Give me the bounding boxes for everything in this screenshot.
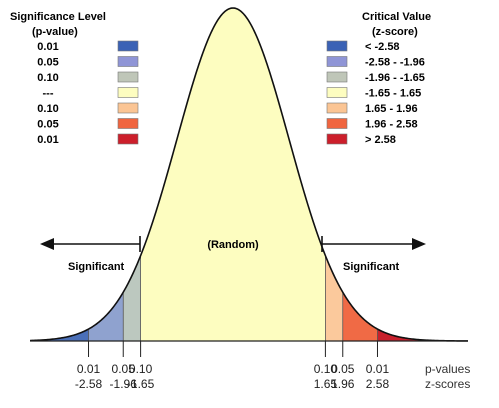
right-significant-label: Significant — [343, 261, 400, 273]
right-legend-items: < -2.58 -2.58 - -1.96 -1.96 - -1.65 -1.65 -… — [326, 40, 425, 146]
right-legend-subtitle: (z-score) — [372, 26, 418, 38]
z-score-tick-label: -2.58 — [75, 377, 103, 391]
p-values-caption: p-values — [425, 362, 470, 376]
left-legend-label: 0.01 — [37, 41, 58, 53]
left-legend-label: 0.05 — [37, 57, 58, 69]
p-value-tick-label: 0.10 — [314, 362, 338, 376]
left-legend-swatch — [117, 102, 139, 114]
right-legend-swatch — [326, 133, 348, 145]
right-legend-swatch — [326, 102, 348, 114]
left-legend-swatch — [117, 71, 139, 83]
left-legend-swatch — [117, 118, 139, 129]
random-label: (Random) — [207, 239, 259, 251]
right-legend-label: -1.65 - 1.65 — [365, 88, 421, 100]
z-scores-caption: z-scores — [425, 377, 470, 391]
p-value-tick-label: 0.05 — [331, 362, 355, 376]
left-legend-swatch — [117, 40, 139, 52]
region-center — [140, 8, 326, 341]
right-legend-title: Critical Value — [362, 11, 431, 23]
region-boundaries — [88, 255, 378, 341]
z-score-tick-label: -1.96 — [110, 377, 138, 391]
right-legend-swatch — [326, 87, 348, 98]
right-legend-swatch — [326, 71, 348, 83]
left-significant-label: Significant — [68, 261, 125, 273]
right-legend-swatch — [326, 118, 348, 129]
right-legend-label: 1.96 - 2.58 — [365, 119, 418, 131]
right-legend-label: < -2.58 — [365, 41, 400, 53]
left-legend-label: 0.01 — [37, 134, 58, 146]
p-value-tick-label: 0.05 — [112, 362, 136, 376]
left-legend-swatch — [117, 56, 139, 67]
left-legend-label: 0.10 — [37, 72, 58, 84]
z-score-tick-label: 1.65 — [314, 377, 338, 391]
z-score-tick-label: 1.96 — [331, 377, 355, 391]
region-left-0-01 — [30, 329, 89, 341]
left-arrow — [40, 236, 141, 252]
left-legend-items: 0.01 0.05 0.10 --- 0.10 0.05 0.01 — [37, 40, 139, 146]
left-legend-swatch — [117, 87, 139, 98]
p-value-tick-label: 0.10 — [129, 362, 153, 376]
region-right-0-10 — [325, 255, 343, 341]
right-legend-label: -2.58 - -1.96 — [365, 57, 425, 69]
z-score-tick-label: -1.65 — [127, 377, 155, 391]
left-legend-swatch — [117, 133, 139, 145]
left-legend-label: 0.05 — [37, 119, 58, 131]
right-legend-label: -1.96 - -1.65 — [365, 72, 425, 84]
p-value-tick-label: 0.01 — [366, 362, 390, 376]
bell-curve-line — [29, 7, 468, 342]
right-arrow — [321, 236, 426, 252]
right-legend-label: 1.65 - 1.96 — [365, 103, 418, 115]
left-legend-title: Significance Level — [10, 11, 106, 23]
right-legend-swatch — [326, 40, 348, 52]
left-legend: Significance Level (p-value) 0.01 0.05 0.1… — [10, 11, 139, 146]
right-legend-label: > 2.58 — [365, 134, 396, 146]
p-value-tick-label: 0.01 — [77, 362, 101, 376]
left-legend-label: --- — [43, 88, 54, 100]
axis-ticks: 0.01-2.580.05-1.960.10-1.650.101.650.051… — [75, 341, 390, 391]
z-score-tick-label: 2.58 — [366, 377, 390, 391]
right-legend-swatch — [326, 56, 348, 67]
left-legend-label: 0.10 — [37, 103, 58, 115]
right-legend: Critical Value (z-score) < -2.58 -2.58 - … — [326, 11, 431, 146]
region-left-0-10 — [123, 255, 141, 341]
left-legend-subtitle: (p-value) — [32, 26, 78, 38]
region-right-0-01 — [377, 329, 468, 341]
